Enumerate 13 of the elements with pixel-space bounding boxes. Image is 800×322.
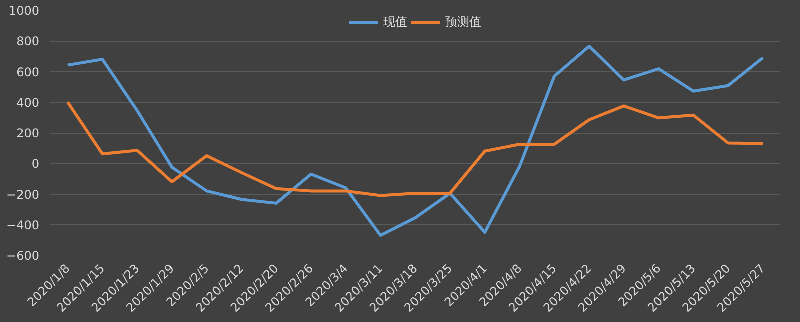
y-tick-label: 200 <box>16 126 40 140</box>
legend-label: 现值 <box>384 14 408 30</box>
legend-label: 预测值 <box>446 14 482 30</box>
y-tick-label: −400 <box>6 218 40 232</box>
y-tick-label: 1000 <box>8 4 40 18</box>
y-tick-label: 600 <box>16 65 40 80</box>
y-tick-label: −600 <box>6 249 40 263</box>
line-series <box>66 100 765 198</box>
y-tick-label: 400 <box>16 96 40 110</box>
line-series <box>66 44 765 238</box>
y-tick-label: 800 <box>16 34 40 49</box>
y-tick-label: −200 <box>6 188 40 202</box>
y-tick-label: 0 <box>32 157 40 172</box>
